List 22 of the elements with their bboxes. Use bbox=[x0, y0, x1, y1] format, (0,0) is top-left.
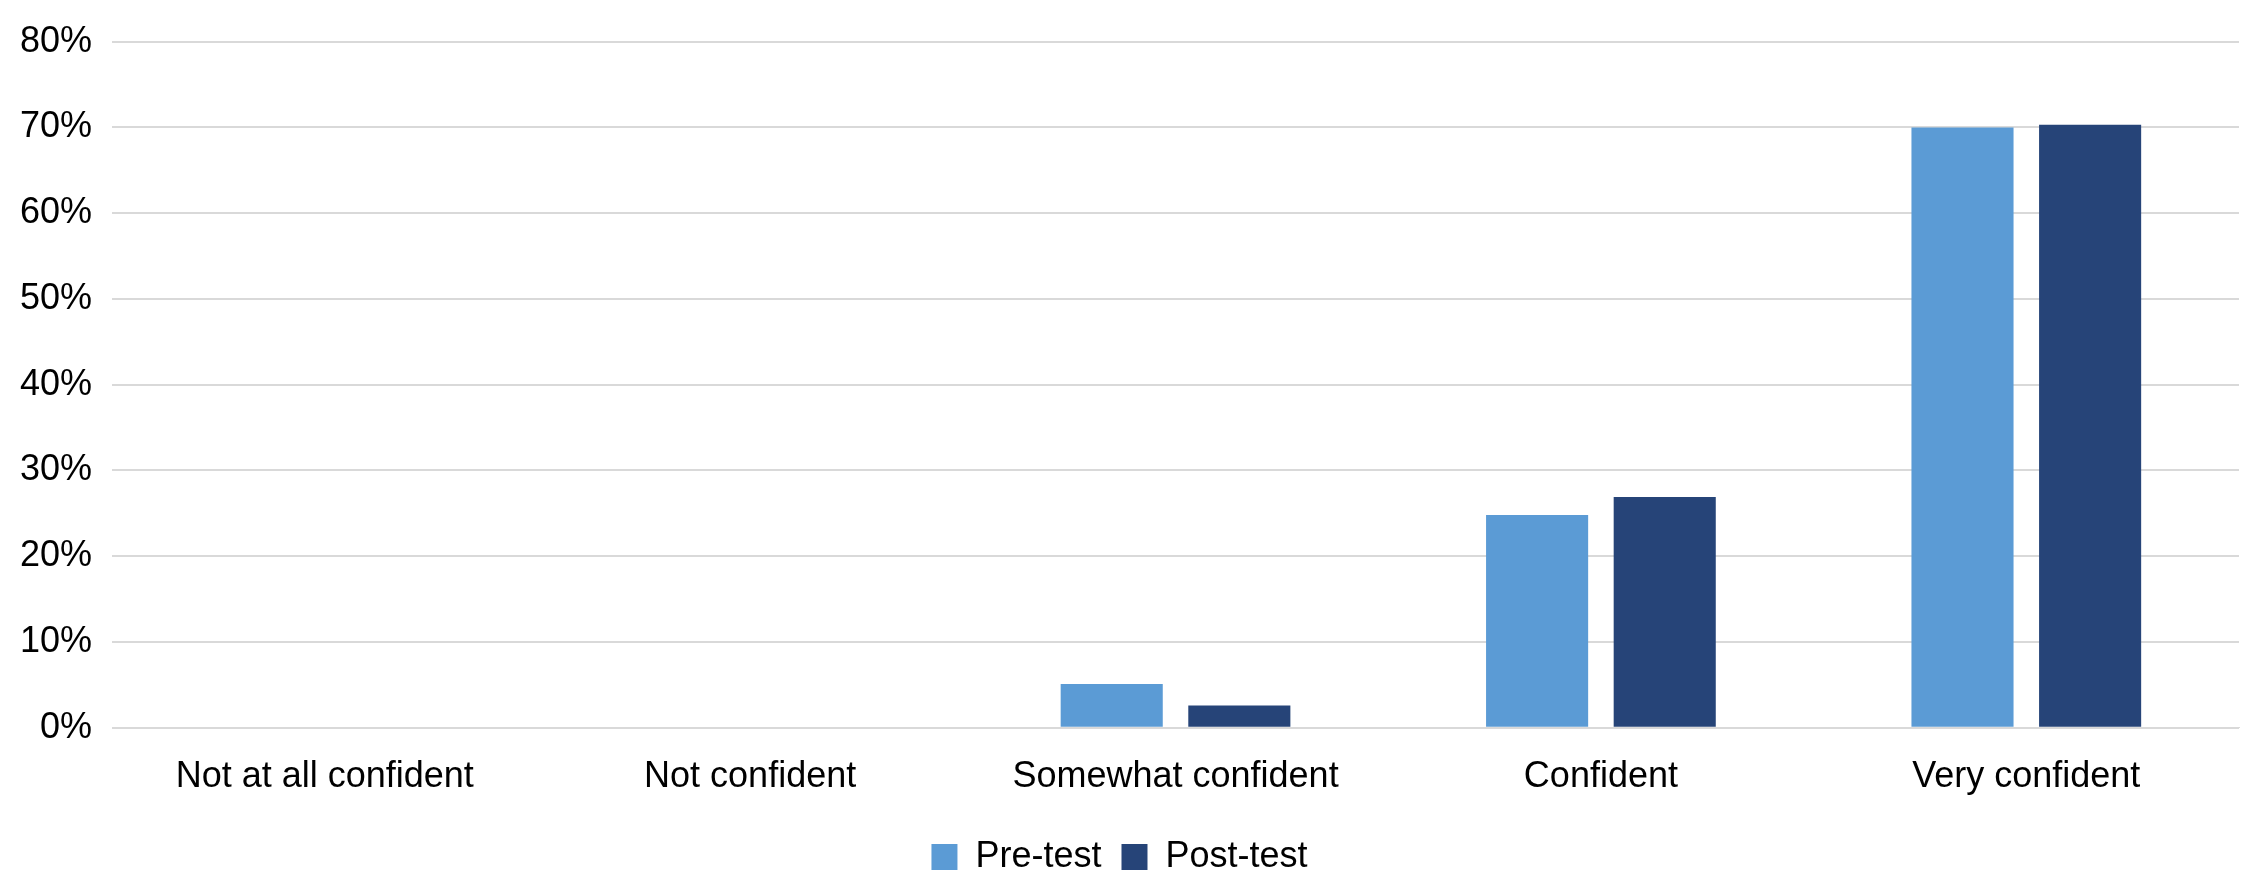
bar bbox=[1188, 705, 1291, 727]
y-tick-label: 80% bbox=[19, 18, 93, 60]
y-tick-label: 50% bbox=[19, 275, 93, 317]
legend-label: Post-test bbox=[1165, 833, 1308, 875]
bar bbox=[1060, 684, 1163, 727]
bar bbox=[1613, 497, 1716, 727]
y-tick-label: 20% bbox=[19, 533, 93, 575]
bar bbox=[1911, 127, 2014, 727]
y-tick-label: 0% bbox=[40, 704, 93, 746]
y-tick-label: 40% bbox=[19, 361, 93, 403]
x-tick-label: Confident bbox=[1523, 754, 1678, 796]
y-tick-label: 10% bbox=[19, 618, 93, 660]
x-tick-label: Not at all confident bbox=[175, 754, 474, 796]
y-tick-label: 30% bbox=[19, 447, 93, 489]
y-tick-label: 70% bbox=[19, 104, 93, 146]
bar bbox=[1486, 515, 1589, 727]
bar bbox=[2039, 124, 2142, 727]
x-tick-label: Somewhat confident bbox=[1012, 754, 1339, 796]
x-tick-label: Not confident bbox=[644, 754, 857, 796]
x-tick-label: Very confident bbox=[1912, 754, 2141, 796]
legend-label: Pre-test bbox=[975, 833, 1102, 875]
y-tick-label: 60% bbox=[19, 190, 93, 232]
